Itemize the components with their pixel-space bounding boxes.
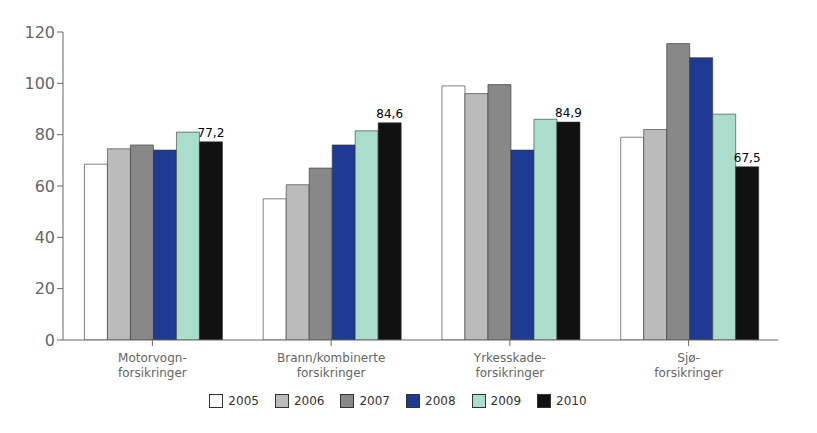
svg-text:Motorvogn-forsikringer: Motorvogn-forsikringer (118, 351, 187, 380)
html-text:2008: 2008 (425, 394, 456, 408)
html-text:2005: 2005 (228, 394, 259, 408)
html-text:2006: 2006 (293, 394, 325, 408)
svg-text:Brann/kombinerteforsikringer: Brann/kombinerteforsikringer (277, 351, 385, 380)
svg-text:0: 0 (45, 331, 55, 350)
html-text:2009: 2009 (490, 394, 522, 408)
svg-text:Sjø-forsikringer: Sjø-forsikringer (654, 351, 723, 380)
svg-text:77,2: 77,2 (198, 126, 225, 140)
svg-text:Yrkesskade-forsikringer: Yrkesskade-forsikringer (473, 351, 546, 380)
svg-text:40: 40 (35, 228, 55, 247)
svg-text:120: 120 (24, 23, 55, 42)
svg-text:80: 80 (35, 125, 55, 144)
svg-text:20: 20 (35, 279, 55, 298)
svg-text:100: 100 (24, 74, 55, 93)
svg-text:67,5: 67,5 (734, 151, 761, 165)
html-text:2007: 2007 (359, 394, 390, 408)
svg-text:60: 60 (35, 177, 55, 196)
html-text:2010: 2010 (556, 394, 587, 408)
svg-text:84,9: 84,9 (555, 106, 582, 120)
svg-text:84,6: 84,6 (376, 107, 403, 121)
